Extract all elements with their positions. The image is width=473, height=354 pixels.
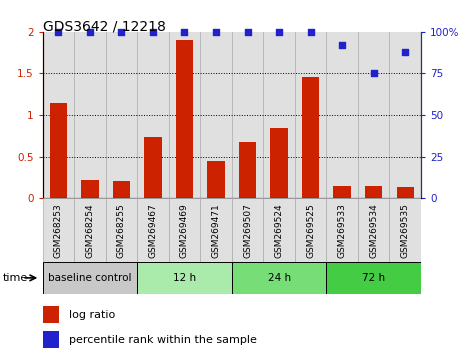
Text: GSM269535: GSM269535 (401, 203, 410, 258)
Bar (113, 181, 130, 198)
Point (149, 29, 157, 35)
Point (307, 29, 315, 35)
Point (370, 71, 377, 76)
Bar (200, 198, 232, 262)
Text: GDS3642 / 12218: GDS3642 / 12218 (43, 19, 166, 34)
Bar (295, 198, 326, 262)
Bar (144, 137, 162, 198)
Bar (263, 198, 295, 262)
Text: GSM269525: GSM269525 (306, 203, 315, 258)
Bar (43, 331, 59, 348)
Bar (295, 32, 326, 198)
Bar (271, 127, 288, 198)
Text: GSM269471: GSM269471 (211, 203, 220, 258)
Bar (105, 32, 137, 198)
Bar (169, 32, 200, 198)
Bar (365, 186, 382, 198)
Point (86, 29, 94, 35)
Text: 12 h: 12 h (173, 273, 196, 283)
Bar (389, 198, 421, 262)
Point (338, 42, 346, 48)
Bar (239, 142, 256, 198)
Bar (81, 180, 98, 198)
Point (212, 29, 220, 35)
Bar (232, 198, 263, 262)
Bar (358, 32, 389, 198)
Bar (326, 32, 358, 198)
Bar (333, 186, 351, 198)
Text: GSM269469: GSM269469 (180, 203, 189, 258)
Bar (43, 262, 137, 294)
Bar (207, 161, 225, 198)
Text: 72 h: 72 h (362, 273, 385, 283)
Point (181, 29, 188, 35)
Bar (137, 198, 169, 262)
Bar (137, 262, 232, 294)
Text: GSM268254: GSM268254 (85, 203, 95, 258)
Text: percentile rank within the sample: percentile rank within the sample (69, 335, 256, 344)
Bar (263, 32, 295, 198)
Bar (74, 32, 105, 198)
Bar (358, 198, 389, 262)
Bar (74, 198, 105, 262)
Text: time: time (2, 273, 27, 283)
Text: GSM269533: GSM269533 (338, 203, 347, 258)
Bar (176, 40, 193, 198)
Bar (169, 198, 200, 262)
Point (244, 29, 251, 35)
Bar (396, 187, 414, 198)
Point (118, 29, 125, 35)
Text: log ratio: log ratio (69, 310, 115, 320)
Bar (137, 32, 169, 198)
Text: GSM269467: GSM269467 (149, 203, 158, 258)
Text: GSM268255: GSM268255 (117, 203, 126, 258)
Bar (43, 32, 74, 198)
Bar (326, 262, 421, 294)
Bar (232, 262, 326, 294)
Bar (105, 198, 137, 262)
Text: baseline control: baseline control (48, 273, 131, 283)
Point (54, 29, 62, 35)
Text: GSM268253: GSM268253 (54, 203, 63, 258)
Bar (50, 103, 67, 198)
Point (275, 29, 283, 35)
Bar (389, 32, 421, 198)
Bar (43, 198, 74, 262)
Bar (302, 77, 319, 198)
Text: GSM269534: GSM269534 (369, 203, 378, 258)
Bar (43, 306, 59, 323)
Text: GSM269507: GSM269507 (243, 203, 252, 258)
Bar (232, 32, 263, 198)
Text: 24 h: 24 h (268, 273, 290, 283)
Text: GSM269524: GSM269524 (274, 203, 284, 258)
Bar (326, 198, 358, 262)
Point (402, 49, 409, 55)
Bar (200, 32, 232, 198)
